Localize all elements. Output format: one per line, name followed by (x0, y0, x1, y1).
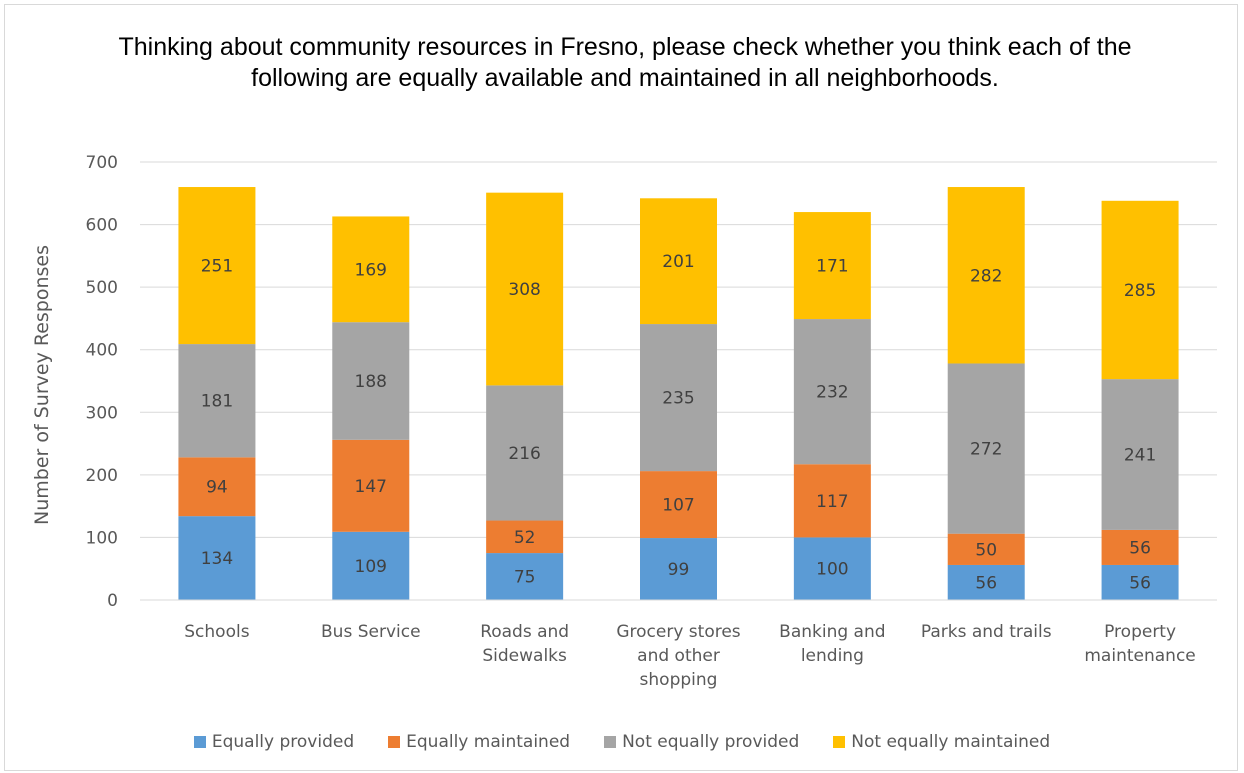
category-label-4: Banking and lending (779, 622, 885, 666)
legend-label: Equally provided (211, 732, 355, 752)
legend-label: Not equally provided (622, 732, 800, 752)
bar-2-3 (486, 192, 564, 386)
bar-6-1 (1101, 529, 1179, 565)
category-label-0: Schools (184, 622, 249, 642)
legend-swatch (604, 736, 617, 748)
legend-swatch (193, 736, 206, 748)
bar-1-0 (332, 531, 410, 600)
data-label-4-1: 117 (816, 492, 848, 512)
bar-3-1 (640, 471, 717, 539)
data-label-4-3: 171 (816, 257, 848, 277)
category-label-line: shopping (640, 670, 718, 690)
bar-3-0 (640, 538, 717, 600)
bar-0-0 (178, 516, 256, 600)
data-label-1-0: 109 (355, 557, 387, 577)
data-label-3-0: 99 (668, 560, 690, 580)
data-label-5-2: 272 (970, 440, 1002, 460)
data-label-2-1: 52 (514, 528, 536, 548)
data-label-1-1: 147 (355, 477, 387, 497)
data-label-5-0: 56 (975, 573, 997, 593)
category-label-line: Sidewalks (482, 646, 567, 666)
legend-item-1: Equally maintained (388, 730, 570, 754)
category-label-1: Bus Service (321, 622, 421, 642)
data-label-6-0: 56 (1129, 573, 1151, 593)
bar-2-0 (486, 553, 564, 600)
bar-4-1 (793, 464, 871, 538)
data-label-3-1: 107 (662, 496, 694, 516)
bar-3-3 (640, 198, 717, 325)
data-label-1-3: 169 (355, 260, 387, 280)
bar-1-1 (332, 439, 410, 532)
category-label-3: Grocery stores and other shopping (616, 622, 740, 690)
data-label-0-3: 251 (201, 257, 233, 277)
legend-swatch (833, 736, 846, 748)
y-tick-label-500: 500 (86, 278, 118, 298)
data-label-6-1: 56 (1129, 538, 1151, 558)
bar-4-0 (793, 537, 871, 600)
legend-swatch (388, 736, 401, 748)
y-tick-label-300: 300 (86, 403, 118, 423)
chart-title: Thinking about community resources in Fr… (118, 33, 1132, 92)
bar-5-1 (947, 533, 1025, 565)
y-tick-label-400: 400 (86, 341, 118, 361)
bar-0-1 (178, 457, 256, 517)
category-label-line: Bus Service (321, 622, 421, 642)
y-tick-label-0: 0 (107, 591, 118, 611)
category-label-line: Banking and (779, 622, 885, 642)
legend-label: Equally maintained (406, 732, 571, 752)
data-label-5-1: 50 (975, 540, 997, 560)
category-label-line: lending (801, 646, 864, 666)
y-tick-label-200: 200 (86, 466, 118, 486)
legend-item-2: Not equally provided (604, 730, 799, 754)
bar-2-2 (486, 385, 564, 521)
y-tick-label-100: 100 (86, 528, 118, 548)
bar-5-2 (947, 363, 1025, 534)
category-label-line: maintenance (1084, 646, 1195, 666)
bar-6-3 (1101, 200, 1179, 380)
bar-5-3 (947, 187, 1025, 364)
bar-0-3 (178, 187, 256, 345)
category-label-line: Roads and (480, 622, 569, 642)
data-label-6-2: 241 (1124, 446, 1156, 466)
category-label-line: Schools (184, 622, 249, 642)
bar-5-0 (947, 564, 1025, 600)
data-label-2-3: 308 (508, 280, 540, 300)
category-label-line: Grocery stores (616, 622, 740, 642)
data-label-2-0: 75 (514, 568, 536, 588)
legend-item-0: Equally provided (193, 730, 355, 754)
data-label-1-2: 188 (355, 372, 387, 392)
data-label-4-0: 100 (816, 560, 848, 580)
bar-6-2 (1101, 379, 1179, 530)
bar-6-0 (1101, 564, 1179, 600)
data-label-5-3: 282 (970, 266, 1002, 286)
legend-label: Not equally maintained (851, 732, 1051, 752)
bar-4-2 (793, 319, 871, 465)
y-tick-label-600: 600 (86, 216, 118, 236)
bar-2-1 (486, 520, 564, 554)
bar-3-2 (640, 324, 717, 472)
data-label-3-2: 235 (662, 389, 694, 409)
y-tick-label-700: 700 (86, 153, 118, 173)
category-label-line: Property (1104, 622, 1176, 642)
data-label-2-2: 216 (508, 444, 540, 464)
data-label-3-3: 201 (662, 252, 694, 272)
data-label-6-3: 285 (1124, 281, 1156, 301)
bar-1-2 (332, 322, 410, 440)
category-label-line: and other (637, 646, 720, 666)
category-label-6: Property maintenance (1084, 622, 1195, 666)
data-label-0-1: 94 (206, 478, 228, 498)
data-label-0-2: 181 (201, 392, 233, 412)
bar-4-3 (793, 212, 871, 320)
data-label-0-0: 134 (201, 549, 233, 569)
category-label-line: Parks and trails (921, 622, 1052, 642)
legend-item-3: Not equally maintained (833, 730, 1050, 754)
data-label-4-2: 232 (816, 383, 848, 403)
category-label-2: Roads and Sidewalks (480, 622, 569, 666)
bar-1-3 (332, 216, 410, 323)
category-label-5: Parks and trails (921, 622, 1052, 642)
bar-0-2 (178, 344, 256, 458)
legend: Equally provided Equally maintained Not eq… (0, 730, 1244, 754)
